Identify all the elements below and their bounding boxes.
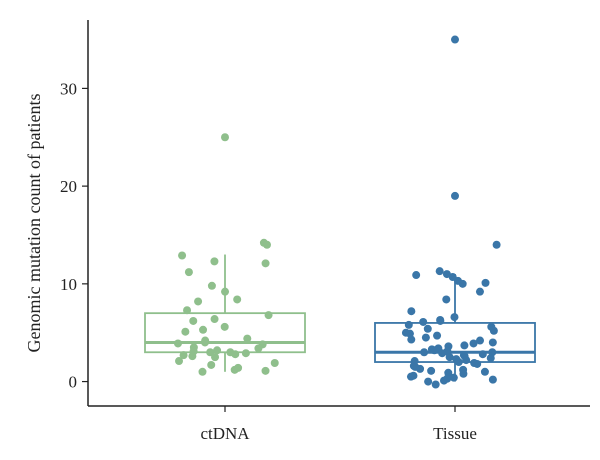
data-point: [440, 376, 449, 385]
data-point: [445, 353, 454, 362]
data-point: [270, 359, 279, 368]
data-point: [475, 287, 484, 296]
data-point: [264, 311, 273, 320]
data-point: [486, 354, 495, 363]
points-group: [173, 35, 501, 389]
data-point: [473, 359, 482, 368]
data-point: [199, 325, 208, 334]
data-point: [478, 350, 487, 359]
data-point: [179, 351, 188, 360]
data-point: [194, 297, 203, 306]
data-point: [210, 257, 219, 266]
axes: 0 10 20 30 ctDNA Tissue: [60, 20, 590, 443]
data-point: [406, 372, 415, 381]
data-point: [488, 338, 497, 347]
data-point: [184, 268, 193, 277]
data-point: [459, 369, 468, 378]
data-point: [206, 348, 215, 357]
data-point: [407, 307, 416, 316]
data-point: [476, 336, 485, 345]
data-point: [469, 339, 478, 348]
data-point: [404, 320, 413, 329]
y-tick-label: 20: [60, 177, 77, 196]
data-point: [430, 346, 439, 355]
data-point: [433, 331, 442, 340]
data-point: [419, 317, 428, 326]
data-point: [261, 259, 270, 268]
data-point: [181, 327, 190, 336]
data-point: [173, 339, 182, 348]
data-point: [220, 322, 229, 331]
data-point: [254, 344, 263, 353]
data-point: [421, 333, 430, 342]
data-point: [492, 240, 501, 249]
x-tick-label: ctDNA: [200, 424, 250, 443]
data-point: [207, 281, 216, 290]
data-point: [480, 367, 489, 376]
data-point: [407, 335, 416, 344]
data-point: [243, 334, 252, 343]
data-point: [261, 366, 270, 375]
data-point: [241, 349, 250, 358]
data-point: [435, 267, 444, 276]
data-point: [412, 271, 421, 280]
data-point: [423, 324, 432, 333]
data-point: [438, 349, 447, 358]
data-point: [221, 287, 230, 296]
data-point: [189, 316, 198, 325]
data-point: [213, 346, 222, 355]
data-point: [175, 357, 184, 366]
data-point: [454, 358, 463, 367]
data-point: [198, 367, 207, 376]
data-point: [230, 365, 239, 374]
data-point: [221, 133, 229, 142]
y-tick-label: 10: [60, 275, 77, 294]
x-tick-label: Tissue: [433, 424, 477, 443]
data-point: [442, 295, 451, 304]
data-point: [416, 364, 425, 373]
data-point: [262, 240, 271, 249]
data-point: [233, 295, 242, 304]
data-point: [458, 279, 467, 288]
data-point: [481, 278, 490, 287]
data-point: [488, 375, 497, 384]
data-point: [489, 326, 498, 335]
data-point: [436, 316, 445, 325]
y-tick-label: 0: [69, 373, 78, 392]
data-point: [427, 366, 436, 375]
data-point: [450, 313, 459, 322]
y-axis-title: Genomic mutation count of patients: [24, 94, 44, 353]
data-point: [451, 191, 459, 200]
data-point: [431, 380, 440, 389]
data-point: [451, 35, 459, 44]
data-point: [420, 348, 429, 357]
data-point: [424, 377, 433, 386]
data-point: [207, 360, 216, 369]
data-point: [188, 352, 197, 361]
y-tick-label: 30: [60, 79, 77, 98]
data-point: [462, 356, 471, 365]
data-point: [460, 341, 469, 350]
data-point: [183, 306, 192, 315]
data-point: [231, 350, 240, 359]
data-point: [210, 315, 219, 324]
data-point: [201, 338, 210, 347]
box-iqr: [144, 312, 306, 354]
data-point: [449, 373, 458, 382]
data-point: [178, 251, 187, 260]
data-point: [211, 353, 220, 362]
